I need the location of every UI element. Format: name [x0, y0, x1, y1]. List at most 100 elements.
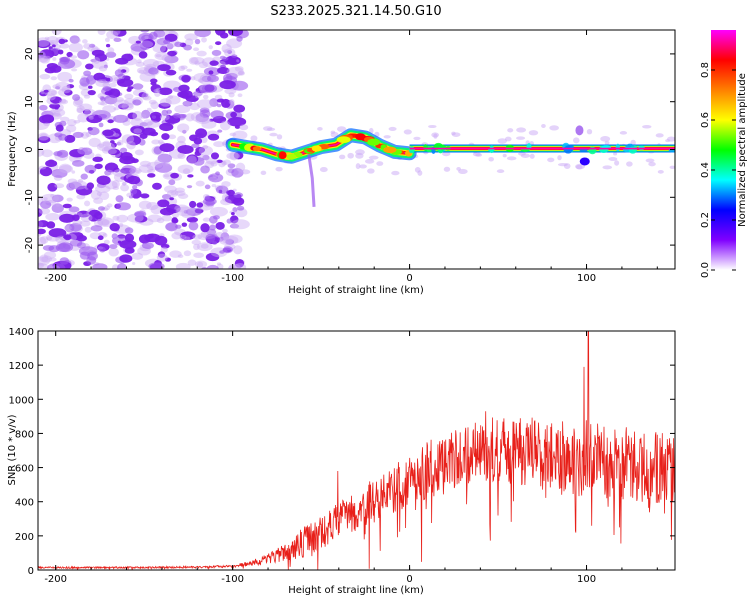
- spectrogram-noise-blob: [68, 78, 74, 83]
- spectrogram-noise-blob: [183, 44, 192, 51]
- spectrogram-line-blip: [408, 146, 415, 154]
- spectrogram-noise-blob: [72, 131, 84, 138]
- spectrogram-noise-blob: [130, 188, 138, 195]
- spectrogram-noise-blob: [170, 172, 179, 179]
- spectrogram-noise-blob: [67, 178, 78, 184]
- spectrogram-noise-blob: [383, 135, 391, 139]
- snr-ylabel: SNR (10 * v/v): [7, 414, 18, 485]
- spectrogram-noise-blob: [50, 76, 58, 81]
- spectrogram-noise-blob: [648, 161, 656, 167]
- spectrogram-noise-blob: [54, 43, 61, 50]
- spectrogram-noise-blob: [613, 152, 618, 156]
- spectrogram-noise-blob: [73, 120, 81, 124]
- spectrogram-noise-blob: [59, 43, 70, 49]
- spectrogram-track-lump: [278, 151, 287, 160]
- spectrogram-noise-blob: [186, 154, 199, 164]
- spectrogram-noise-blob: [188, 221, 199, 231]
- spectrogram-noise-blob: [184, 33, 198, 41]
- spectrogram-noise-blob: [144, 35, 149, 40]
- spectrogram-noise-blob: [376, 161, 384, 166]
- spectrogram-noise-blob: [166, 189, 179, 198]
- snr-ytick-label: 800: [15, 429, 34, 440]
- spectrogram-noise-blob: [116, 202, 131, 211]
- spectrogram-noise-blob: [174, 190, 186, 197]
- spectrogram-noise-blob: [516, 136, 526, 140]
- spectrogram-noise-blob: [657, 169, 664, 174]
- spectrogram-noise-blob: [58, 164, 74, 174]
- spectrogram-noise-blob: [194, 30, 211, 38]
- spectrogram-noise-blob: [69, 239, 83, 247]
- spectrogram-noise-blob: [148, 99, 157, 105]
- spectrogram-noise-blob: [93, 197, 104, 204]
- spectrogram-noise-blob: [82, 39, 88, 44]
- spectrogram-noise-blob: [46, 221, 56, 229]
- spectrogram-noise-blob: [98, 65, 108, 72]
- spectrogram-noise-blob: [92, 156, 104, 163]
- spectrogram-noise-blob: [153, 39, 161, 45]
- spectrogram-ytick-label: -10: [24, 189, 35, 205]
- spectrogram-noise-blob: [236, 59, 240, 63]
- spectrogram-ytick-label: -20: [24, 237, 35, 253]
- spectrogram-noise-blob: [236, 205, 245, 211]
- spectrogram-noise-blob: [191, 239, 201, 245]
- spectrogram-noise-blob: [231, 212, 235, 216]
- spectrogram-noise-blob: [239, 124, 249, 131]
- spectrogram-noise-blob: [97, 217, 115, 228]
- spectrogram-noise-blob: [224, 88, 237, 95]
- spectrogram-noise-blob: [73, 220, 83, 226]
- spectrogram-noise-blob: [142, 38, 156, 49]
- spectrogram-noise-blob: [46, 236, 52, 241]
- spectrogram-noise-blob: [40, 200, 52, 209]
- spectrogram-noise-blob: [208, 70, 214, 75]
- spectrogram-noise-blob: [226, 66, 244, 77]
- spectrogram-noise-blob: [72, 160, 85, 167]
- spectrogram-noise-blob: [626, 161, 633, 167]
- spectrogram-noise-blob: [207, 75, 219, 83]
- colorbar-bar: [711, 30, 736, 270]
- spectrogram-noise-blob: [38, 262, 45, 269]
- spectrogram-noise-blob: [211, 183, 217, 188]
- spectrogram-noise-blob: [364, 159, 375, 164]
- spectrogram-noise-blob: [217, 60, 226, 69]
- colorbar-tick-label: 0.8: [700, 62, 711, 78]
- spectrogram-noise-blob: [502, 153, 507, 158]
- spectrogram-noise-blob: [69, 55, 78, 59]
- spectrogram-noise-blob: [130, 125, 145, 135]
- spectrogram-noise-blob: [136, 67, 151, 75]
- spectrogram-noise-blob: [228, 30, 243, 37]
- spectrogram-noise-blob: [84, 226, 92, 233]
- spectrogram-noise-blob: [200, 136, 208, 144]
- spectrogram-noise-blob: [104, 94, 118, 105]
- spectrogram-noise-blob: [157, 153, 172, 164]
- spectrogram-track-lump: [311, 145, 322, 152]
- spectrogram-noise-blob: [218, 236, 224, 242]
- spectrogram-noise-blob: [42, 55, 52, 61]
- spectrogram-noise-blob: [97, 235, 104, 241]
- spectrogram-noise-blob: [182, 100, 193, 107]
- spectrogram-noise-blob: [319, 166, 328, 173]
- spectrogram-noise-blob: [46, 93, 56, 101]
- spectrogram-noise-blob: [132, 261, 136, 266]
- spectrogram-noise-blob: [65, 124, 77, 133]
- spectrogram-noise-blob: [130, 117, 144, 127]
- spectrogram-noise-blob: [58, 163, 72, 174]
- spectrogram-noise-blob: [68, 206, 80, 213]
- spectrogram-noise-blob: [216, 159, 223, 164]
- spectrogram-noise-blob: [71, 170, 76, 174]
- spectrogram-noise-blob: [97, 101, 105, 106]
- spectrogram-noise-blob: [98, 122, 104, 128]
- spectrogram-noise-blob: [165, 95, 181, 105]
- spectrogram-noise-blob: [117, 103, 129, 110]
- snr-ytick-label: 1000: [9, 395, 34, 406]
- spectrogram-noise-blob: [115, 195, 124, 203]
- spectrogram-noise-blob: [114, 236, 119, 240]
- spectrogram-noise-blob: [38, 136, 51, 144]
- spectrogram-noise-blob: [121, 53, 134, 62]
- spectrogram-noise-blob: [196, 50, 207, 57]
- spectrogram-noise-blob: [72, 99, 83, 107]
- spectrogram-noise-blob: [57, 49, 64, 55]
- spectrogram-noise-blob: [219, 120, 231, 131]
- spectrogram-noise-blob: [146, 107, 152, 111]
- spectrogram-noise-blob: [87, 89, 96, 96]
